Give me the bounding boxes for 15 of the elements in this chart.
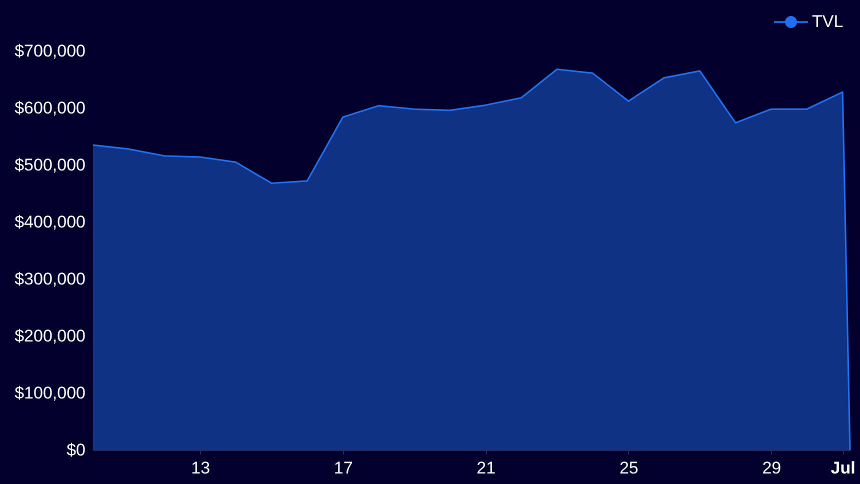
x-tick-label: 21 — [476, 458, 496, 478]
x-tick-label: 13 — [191, 458, 210, 478]
y-tick-label: $600,000 — [14, 98, 86, 118]
x-tick-label: Jul — [830, 458, 856, 478]
x-tick-label: 29 — [762, 458, 782, 478]
y-tick-label: $500,000 — [14, 156, 86, 174]
y-tick-label: $400,000 — [14, 212, 86, 232]
x-tick-label: 25 — [619, 458, 638, 478]
legend-label: TVL — [812, 12, 844, 31]
x-tick-label: 17 — [334, 458, 353, 478]
y-tick-label: $200,000 — [14, 326, 86, 346]
y-tick-label: $700,000 — [14, 42, 86, 60]
y-tick-label: $100,000 — [14, 384, 86, 402]
y-tick-label: $0 — [66, 440, 86, 460]
y-tick-label: $300,000 — [14, 270, 86, 288]
